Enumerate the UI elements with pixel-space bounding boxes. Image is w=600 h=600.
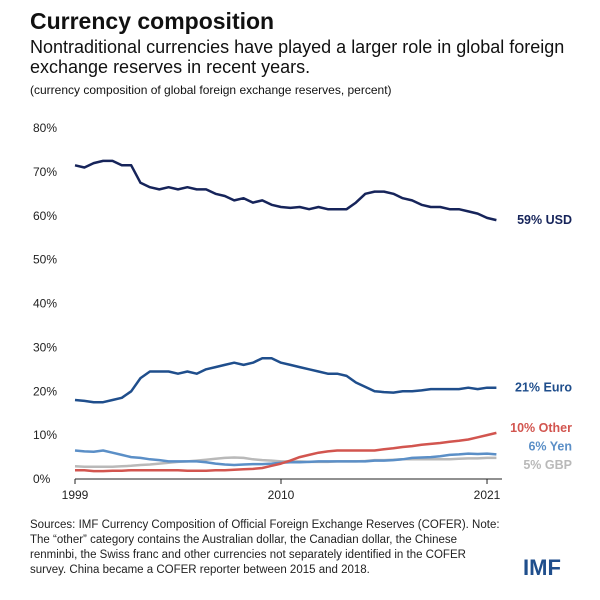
- x-tick-label: 2021: [474, 488, 501, 502]
- y-tick-label: 40%: [33, 297, 57, 311]
- series-line: [75, 431, 497, 473]
- series-label: 59% USD: [517, 213, 572, 227]
- y-tick-label: 60%: [33, 209, 57, 223]
- note: Sources: IMF Currency Composition of Off…: [30, 519, 500, 576]
- y-tick-label: 0%: [33, 472, 51, 486]
- y-tick-label: 80%: [33, 121, 57, 135]
- chart: 0% 10% 20% 30% 40% 50% 60% 70% 80% 1999 2010 2021 5%…: [33, 121, 572, 502]
- y-tick-label: 30%: [33, 340, 57, 354]
- series-label: 6% Yen: [528, 439, 572, 453]
- subtitle: Nontraditional currencies have played a …: [30, 37, 565, 77]
- y-tick-label: 20%: [33, 384, 57, 398]
- series-label: 10% Other: [510, 421, 572, 435]
- series-line: [74, 357, 497, 404]
- header: Currency composition Nontraditional curr…: [30, 8, 580, 97]
- caption: (currency composition of global foreign …: [30, 83, 392, 97]
- title: Currency composition: [30, 8, 275, 34]
- series-label: 21% Euro: [515, 381, 572, 395]
- series-label: 5% GBP: [523, 458, 572, 472]
- x-tick-label: 1999: [62, 488, 89, 502]
- y-tick-label: 10%: [33, 428, 57, 442]
- logo: IMF: [523, 555, 561, 580]
- x-tick-label: 2010: [268, 488, 295, 502]
- y-tick-label: 70%: [33, 165, 57, 179]
- series-line: [74, 159, 497, 222]
- y-tick-label: 50%: [33, 253, 57, 267]
